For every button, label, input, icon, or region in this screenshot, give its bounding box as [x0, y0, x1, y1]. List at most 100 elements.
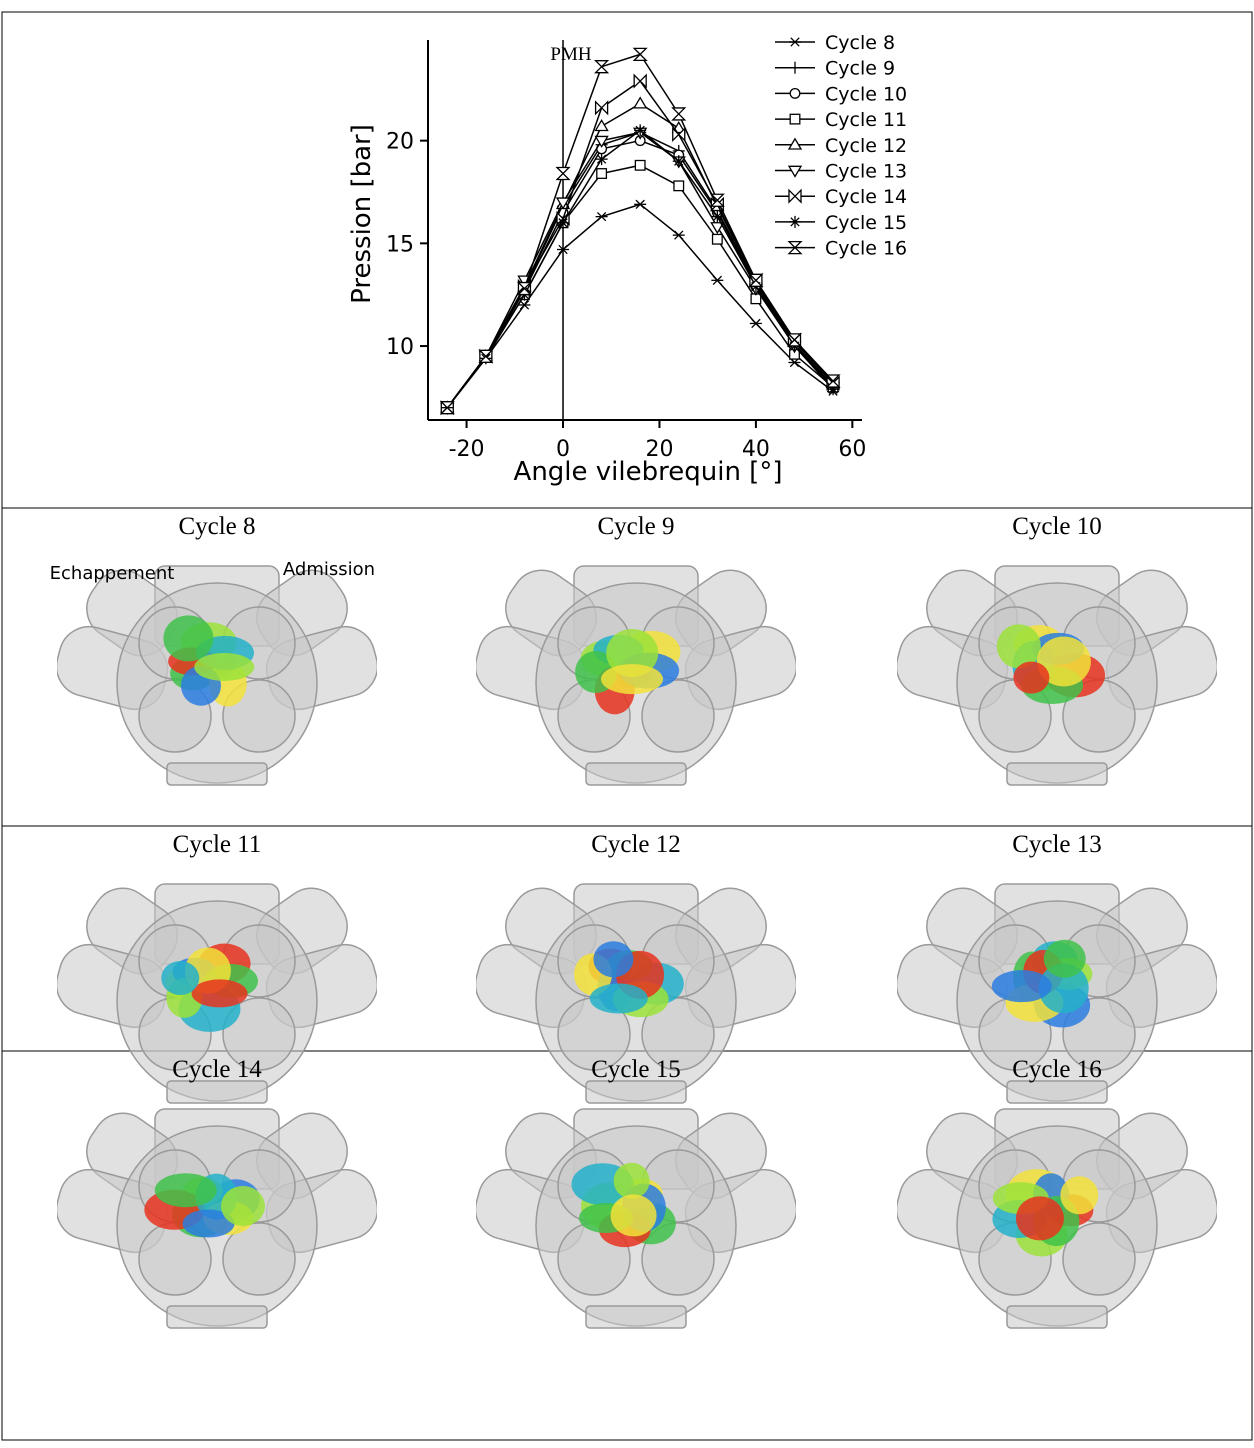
marker [711, 275, 724, 285]
marker [789, 113, 801, 125]
marker-shape [787, 240, 803, 255]
legend-label: Cycle 12 [825, 135, 907, 157]
marker [557, 216, 570, 229]
marker [518, 300, 531, 310]
x-tick-label: 40 [742, 437, 770, 462]
flame-blob [1015, 1196, 1064, 1241]
marker [555, 166, 571, 181]
marker [634, 124, 647, 137]
y-tick-label: 10 [386, 335, 414, 360]
marker-shape [555, 166, 571, 181]
marker-shape [516, 281, 533, 296]
flame-kernel [571, 1162, 676, 1248]
marker [633, 73, 647, 89]
marker-shape [596, 168, 608, 179]
marker-shape [709, 193, 725, 207]
marker-shape [594, 60, 610, 74]
marker-stroke [635, 125, 645, 136]
flame-blob [589, 983, 648, 1014]
marker [595, 153, 608, 166]
marker [786, 333, 803, 347]
marker-shape [478, 349, 494, 363]
panel-title: Cycle 12 [591, 831, 681, 858]
marker [555, 197, 571, 210]
marker-shape [633, 96, 648, 109]
marker-stroke [674, 230, 684, 240]
flame-kernel [163, 615, 255, 707]
legend-label: Cycle 15 [825, 212, 907, 234]
flame-blob [610, 1194, 657, 1237]
marker [711, 233, 723, 245]
flame-blob [161, 961, 200, 996]
marker [672, 155, 685, 168]
port-label: Echappement [50, 563, 175, 584]
series-line [446, 164, 834, 409]
marker-shape [748, 273, 764, 287]
marker [632, 47, 648, 62]
flame-kernel [575, 628, 681, 715]
flame-blob [221, 1186, 265, 1226]
flame-blob [996, 624, 1041, 669]
marker [789, 215, 801, 228]
marker [787, 137, 803, 150]
marker [710, 222, 725, 235]
marker-stroke [751, 318, 761, 329]
legend-label: Cycle 14 [825, 186, 907, 208]
marker-shape [594, 118, 609, 132]
marker [788, 188, 802, 204]
flame-blob [163, 615, 214, 662]
panel-title: Cycle 9 [597, 513, 674, 540]
marker [748, 273, 764, 287]
marker [711, 210, 724, 223]
series-line [446, 102, 834, 409]
figure-border [1, 11, 1253, 1441]
panel-title: Cycle 13 [1012, 831, 1102, 858]
panel-title: Cycle 16 [1012, 1056, 1102, 1083]
marker-shape [787, 137, 803, 150]
marker [516, 281, 533, 296]
marker-stroke [596, 211, 607, 222]
series-line [446, 203, 834, 409]
marker-shape [711, 233, 723, 245]
marker-shape [671, 107, 687, 121]
marker-stroke [558, 218, 568, 228]
marker [557, 244, 570, 255]
marker-stroke [558, 244, 568, 255]
legend-label: Cycle 10 [825, 83, 907, 105]
annotation: PMH [550, 44, 591, 65]
flame-blob [1060, 1176, 1099, 1215]
marker-shape [789, 87, 801, 99]
legend-label: Cycle 13 [825, 161, 907, 183]
flame-blob [606, 628, 659, 677]
marker [634, 199, 647, 209]
marker [671, 107, 687, 121]
marker-stroke [712, 275, 722, 285]
marker [825, 374, 841, 388]
marker-stroke [712, 211, 722, 222]
port-label: Admission [283, 559, 375, 580]
marker [478, 349, 494, 363]
marker [787, 165, 803, 178]
y-axis-label: Pression [bar] [347, 124, 377, 304]
marker-shape [787, 165, 803, 178]
panel-title: Cycle 11 [173, 831, 262, 858]
flame-kernel [992, 1169, 1099, 1257]
marker [594, 135, 609, 148]
marker [594, 100, 609, 116]
panel-title: Cycle 8 [178, 513, 255, 540]
x-tick-label: 20 [645, 437, 673, 462]
flame-blob [601, 664, 664, 695]
marker [789, 37, 801, 47]
marker [634, 159, 646, 171]
flame-kernel [991, 939, 1093, 1028]
flame-blob [182, 1209, 235, 1238]
marker-stroke [596, 154, 607, 164]
marker [633, 96, 648, 109]
flame-blob [593, 941, 634, 978]
marker-shape [673, 180, 685, 192]
flame-kernel [144, 1173, 265, 1238]
flame-kernel [996, 624, 1106, 705]
x-tick-label: 0 [556, 437, 570, 462]
marker [594, 60, 610, 74]
